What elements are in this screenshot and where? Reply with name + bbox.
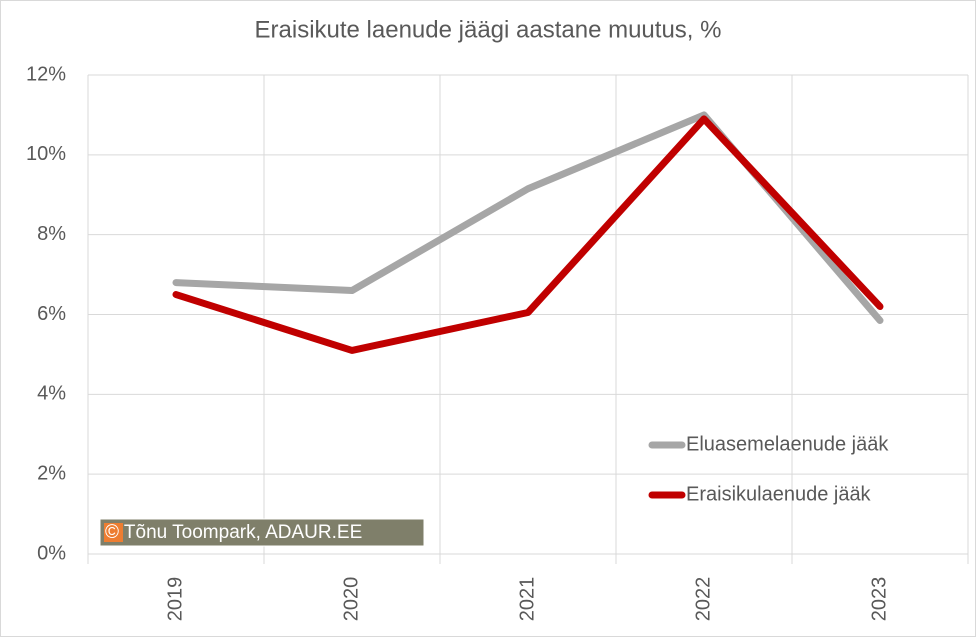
x-tick-label: 2020 [340,577,362,622]
legend-label: Eluasemelaenude jääk [686,433,889,455]
y-tick-label: 8% [37,223,66,245]
y-tick-label: 10% [26,143,66,165]
y-tick-label: 6% [37,303,66,325]
credit-text: © Tõnu Toompark, ADAUR.EE [105,522,362,543]
y-tick-label: 0% [37,542,66,564]
x-tick-label: 2022 [692,577,714,622]
x-tick-label: 2019 [164,577,186,622]
series-line [172,115,884,354]
y-tick-label: 12% [26,63,66,85]
y-tick-label: 2% [37,462,66,484]
credit-box [99,518,425,547]
y-tick-label: 4% [37,383,66,405]
x-tick-label: 2023 [868,577,890,622]
credit-icon [104,523,123,542]
legend-label: Eraisikulaenude jääk [686,483,872,505]
x-tick-label: 2021 [516,577,538,622]
chart-title: Eraisikute laenude jäägi aastane muutus,… [255,16,722,43]
